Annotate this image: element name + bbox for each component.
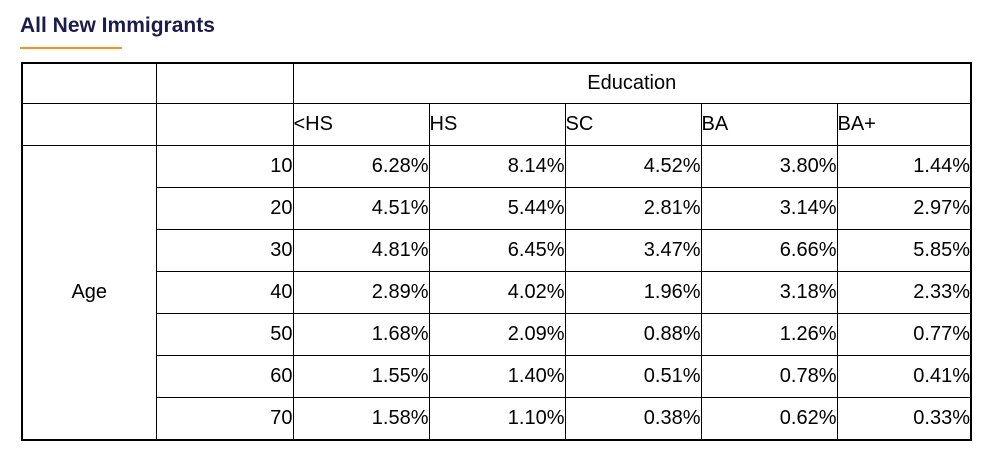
table-row: Age 10 6.28% 8.14% 4.52% 3.80% 1.44% <box>21 145 972 441</box>
empty-cell <box>21 103 157 146</box>
value-cell: 6.66% <box>700 229 838 272</box>
value-cell: 4.02% <box>428 271 566 314</box>
value-cell: 0.51% <box>564 355 702 398</box>
value-cell: 0.78% <box>700 355 838 398</box>
value-cell: 2.09% <box>428 313 566 356</box>
column-header-ba-plus: BA+ <box>836 103 972 146</box>
column-header-ba: BA <box>700 103 838 146</box>
value-cell: 3.18% <box>700 271 838 314</box>
value-cell: 4.51% <box>292 187 430 230</box>
value-cell: 0.41% <box>836 355 972 398</box>
value-cell: 3.14% <box>700 187 838 230</box>
age-cell: 50 <box>155 313 294 356</box>
value-cell: 2.89% <box>292 271 430 314</box>
value-cell: 2.97% <box>836 187 972 230</box>
value-cell: 1.26% <box>700 313 838 356</box>
value-cell: 1.10% <box>428 397 566 441</box>
value-cell: 4.81% <box>292 229 430 272</box>
table-row: 60 1.55% 1.40% 0.51% 0.78% 0.41% <box>22 355 972 398</box>
column-header-lt-hs: <HS <box>292 103 430 146</box>
value-cell: 0.62% <box>700 397 838 441</box>
value-cell: 0.33% <box>836 397 972 441</box>
age-cell: 20 <box>155 187 294 230</box>
table-row: Education <box>21 62 972 104</box>
page-title: All New Immigrants <box>20 14 215 37</box>
value-cell: 0.38% <box>564 397 702 441</box>
age-cell: 70 <box>155 397 294 441</box>
column-header-sc: SC <box>564 103 702 146</box>
value-cell: 5.44% <box>428 187 566 230</box>
value-cell: 4.52% <box>564 145 702 188</box>
empty-cell <box>21 62 157 104</box>
value-cell: 1.96% <box>564 271 702 314</box>
value-cell: 1.40% <box>428 355 566 398</box>
value-cell: 2.81% <box>564 187 702 230</box>
column-header-hs: HS <box>428 103 566 146</box>
table-row: 30 4.81% 6.45% 3.47% 6.66% 5.85% <box>22 229 972 272</box>
value-cell: 1.58% <box>292 397 430 441</box>
value-cell: 2.33% <box>836 271 972 314</box>
age-cell: 30 <box>155 229 294 272</box>
value-cell: 6.28% <box>292 145 430 188</box>
empty-cell <box>155 62 294 104</box>
age-cell: 40 <box>155 271 294 314</box>
value-cell: 6.45% <box>428 229 566 272</box>
age-cell: 10 <box>155 145 294 188</box>
table-row: 20 4.51% 5.44% 2.81% 3.14% 2.97% <box>22 187 972 230</box>
age-cell: 60 <box>155 355 294 398</box>
education-group-header: Education <box>292 62 972 104</box>
table-row: <HS HS SC BA BA+ <box>21 103 972 146</box>
value-cell: 1.55% <box>292 355 430 398</box>
value-cell: 3.80% <box>700 145 838 188</box>
value-cell: 3.47% <box>564 229 702 272</box>
value-cell: 0.88% <box>564 313 702 356</box>
value-cell: 1.44% <box>836 145 972 188</box>
empty-cell <box>155 103 294 146</box>
value-cell: 0.77% <box>836 313 972 356</box>
table-row: 40 2.89% 4.02% 1.96% 3.18% 2.33% <box>22 271 972 314</box>
table-row: 50 1.68% 2.09% 0.88% 1.26% 0.77% <box>22 313 972 356</box>
value-cell: 8.14% <box>428 145 566 188</box>
value-cell: 5.85% <box>836 229 972 272</box>
immigrants-by-age-education-table: Education <HS HS SC BA BA+ Age 10 6.28% … <box>21 62 972 441</box>
value-cell: 1.68% <box>292 313 430 356</box>
title-underline <box>20 47 122 49</box>
age-group-label: Age <box>21 145 157 441</box>
table-row: 70 1.58% 1.10% 0.38% 0.62% 0.33% <box>22 397 972 441</box>
